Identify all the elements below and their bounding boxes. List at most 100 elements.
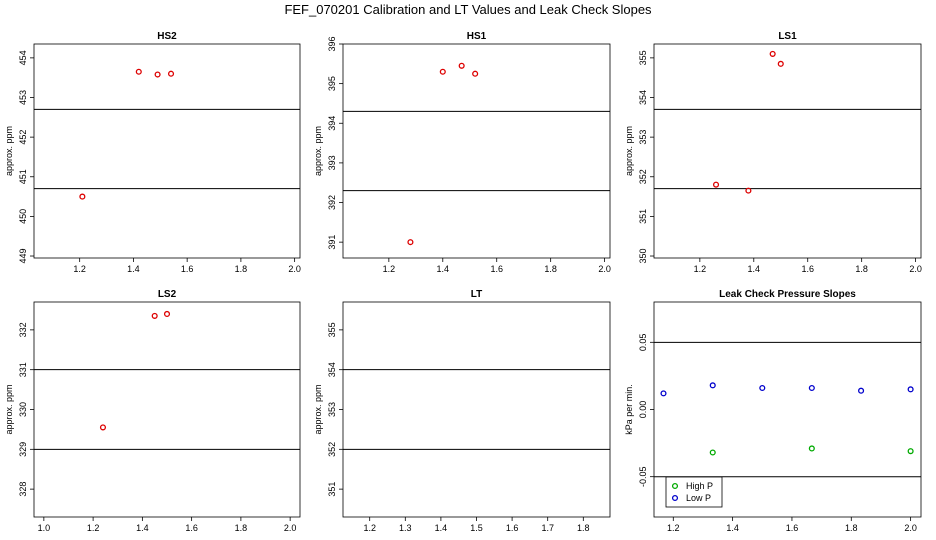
panel-4: LT 1.2 1.3 1.4 1.5 1.6 1.7 1.8 351 352 353 354 355 ap… (313, 289, 611, 533)
y-tick-label: 395 (327, 76, 337, 91)
data-point (907, 448, 914, 455)
panel-2: LS1 1.2 1.4 1.6 1.8 2.0 350 351 352 353 354 355 appr… (624, 31, 922, 274)
y-axis-label: approx. ppm (313, 384, 323, 434)
data-point (769, 50, 776, 57)
y-tick-label: 454 (18, 50, 28, 65)
legend-label: Low P (686, 493, 711, 503)
x-tick-label: 2.0 (598, 264, 611, 274)
x-tick-label: 1.4 (748, 264, 761, 274)
data-point (439, 68, 446, 75)
panel-1: HS1 1.2 1.4 1.6 1.8 2.0 391 392 393 394 395 396 appr… (313, 31, 611, 274)
panel-title: HS2 (157, 31, 177, 42)
y-tick-label: 355 (638, 50, 648, 65)
plot-frame (33, 301, 301, 518)
y-tick-label: 354 (638, 90, 648, 105)
x-tick-label: 1.7 (541, 523, 554, 533)
data-point (163, 310, 171, 317)
panel-title: HS1 (467, 31, 487, 42)
data-point (660, 390, 667, 397)
x-tick-label: 1.2 (694, 264, 707, 274)
y-tick-label: 352 (327, 442, 337, 457)
plot-frame (33, 43, 301, 259)
data-point (709, 382, 716, 389)
y-tick-label: 328 (18, 482, 28, 497)
x-tick-label: 1.6 (181, 264, 194, 274)
x-tick-label: 1.2 (73, 264, 86, 274)
data-point (151, 312, 158, 319)
y-tick-label: 392 (327, 195, 337, 210)
x-tick-label: 1.2 (87, 523, 100, 533)
x-tick-label: 1.0 (38, 523, 51, 533)
legend-marker (671, 482, 679, 490)
panel-3: LS2 1.0 1.2 1.4 1.6 1.8 2.0 328 329 330 331 332 appr… (4, 289, 301, 533)
x-tick-label: 1.2 (667, 523, 680, 533)
data-point (808, 445, 815, 452)
legend-marker (671, 494, 679, 502)
x-tick-label: 2.0 (904, 523, 917, 533)
x-tick-label: 1.8 (544, 264, 557, 274)
plot-frame (342, 301, 611, 518)
plot-frame (653, 43, 922, 259)
data-point (407, 239, 414, 246)
y-tick-label: 352 (638, 169, 648, 184)
plot-frame (342, 43, 611, 259)
y-tick-label: 396 (327, 36, 337, 51)
y-tick-label: 0.00 (638, 401, 648, 419)
x-tick-label: 1.5 (470, 523, 483, 533)
x-tick-label: 1.8 (577, 523, 590, 533)
panel-title: LS1 (778, 31, 797, 42)
y-tick-label: 351 (327, 482, 337, 497)
x-tick-label: 2.0 (288, 264, 301, 274)
y-tick-label: 0.05 (638, 334, 648, 352)
legend-label: High P (686, 481, 713, 491)
panel-title: LT (471, 289, 482, 300)
y-tick-label: 393 (327, 155, 337, 170)
y-tick-label: 350 (638, 249, 648, 264)
x-tick-label: 1.4 (136, 523, 149, 533)
panel-5: Leak Check Pressure Slopes 1.2 1.4 1.6 1.8 2.… (624, 289, 922, 533)
x-tick-label: 1.4 (437, 264, 450, 274)
x-tick-label: 1.4 (435, 523, 448, 533)
panel-title: Leak Check Pressure Slopes (719, 289, 856, 300)
y-tick-label: 330 (18, 402, 28, 417)
x-tick-label: 1.2 (363, 523, 376, 533)
y-tick-label: 332 (18, 322, 28, 337)
x-tick-label: 1.6 (185, 523, 198, 533)
y-tick-label: 452 (18, 130, 28, 145)
x-tick-label: 1.6 (801, 264, 814, 274)
y-tick-label: 355 (327, 322, 337, 337)
data-point (99, 424, 107, 431)
y-tick-label: 453 (18, 90, 28, 105)
data-point (79, 193, 86, 200)
y-tick-label: 450 (18, 209, 28, 224)
data-point (759, 384, 766, 392)
y-tick-label: 391 (327, 235, 337, 250)
y-tick-label: 394 (327, 116, 337, 131)
y-axis-label: kPa per min. (624, 384, 634, 435)
y-tick-label: 331 (18, 362, 28, 377)
data-point (154, 71, 161, 78)
y-axis-label: approx. ppm (4, 384, 14, 434)
y-axis-label: approx. ppm (4, 126, 14, 176)
y-tick-label: 354 (327, 362, 337, 377)
data-point (745, 187, 752, 194)
data-point (135, 68, 142, 75)
figure-title: FEF_070201 Calibration and LT Values and… (284, 2, 652, 17)
x-tick-label: 1.4 (726, 523, 739, 533)
data-point (712, 181, 720, 188)
y-tick-label: 353 (638, 130, 648, 145)
y-tick-label: 451 (18, 169, 28, 184)
y-tick-label: 329 (18, 442, 28, 457)
legend-box (665, 476, 723, 508)
panel-0: HS2 1.2 1.4 1.6 1.8 2.0 449 450 451 452 453 454 appr… (4, 31, 301, 274)
y-tick-label: 351 (638, 209, 648, 224)
x-tick-label: 1.6 (506, 523, 519, 533)
x-tick-label: 1.2 (383, 264, 396, 274)
panel-title: LS2 (158, 289, 177, 300)
data-point (777, 60, 784, 67)
data-point (458, 62, 465, 69)
x-tick-label: 2.0 (909, 264, 922, 274)
data-point (858, 387, 865, 394)
y-axis-label: approx. ppm (313, 126, 323, 176)
